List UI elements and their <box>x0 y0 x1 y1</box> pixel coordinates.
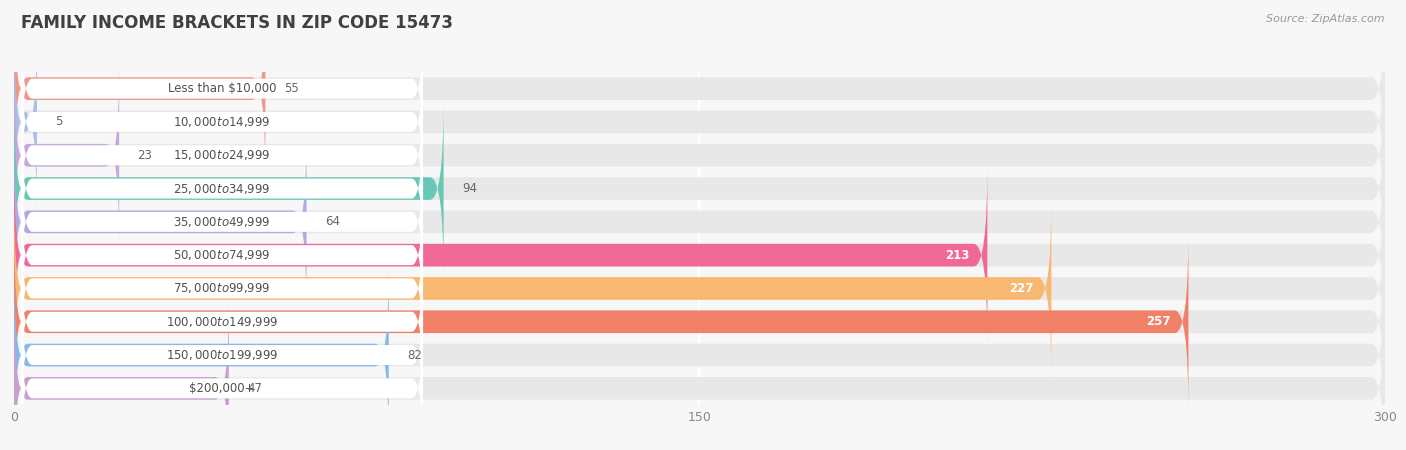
FancyBboxPatch shape <box>21 182 423 328</box>
Text: $75,000 to $99,999: $75,000 to $99,999 <box>173 281 271 296</box>
FancyBboxPatch shape <box>21 115 423 262</box>
Text: $150,000 to $199,999: $150,000 to $199,999 <box>166 348 278 362</box>
Text: $200,000+: $200,000+ <box>190 382 254 395</box>
FancyBboxPatch shape <box>14 67 1385 244</box>
Text: 64: 64 <box>325 216 340 228</box>
FancyBboxPatch shape <box>14 33 37 211</box>
Text: 94: 94 <box>463 182 477 195</box>
Text: $35,000 to $49,999: $35,000 to $49,999 <box>173 215 271 229</box>
Text: FAMILY INCOME BRACKETS IN ZIP CODE 15473: FAMILY INCOME BRACKETS IN ZIP CODE 15473 <box>21 14 453 32</box>
FancyBboxPatch shape <box>14 233 1385 410</box>
FancyBboxPatch shape <box>14 200 1385 377</box>
FancyBboxPatch shape <box>14 133 307 310</box>
FancyBboxPatch shape <box>14 100 1385 277</box>
FancyBboxPatch shape <box>21 148 423 295</box>
Text: 213: 213 <box>945 249 969 261</box>
Text: $100,000 to $149,999: $100,000 to $149,999 <box>166 315 278 329</box>
Text: Less than $10,000: Less than $10,000 <box>167 82 276 95</box>
Text: 227: 227 <box>1008 282 1033 295</box>
FancyBboxPatch shape <box>21 315 423 450</box>
FancyBboxPatch shape <box>14 166 1385 344</box>
Text: 5: 5 <box>55 116 62 128</box>
FancyBboxPatch shape <box>14 100 444 277</box>
FancyBboxPatch shape <box>14 300 229 450</box>
Text: 82: 82 <box>408 349 422 361</box>
FancyBboxPatch shape <box>14 200 1052 377</box>
Text: Source: ZipAtlas.com: Source: ZipAtlas.com <box>1267 14 1385 23</box>
FancyBboxPatch shape <box>14 266 389 444</box>
Text: $10,000 to $14,999: $10,000 to $14,999 <box>173 115 271 129</box>
Text: 257: 257 <box>1146 315 1170 328</box>
FancyBboxPatch shape <box>14 67 120 244</box>
FancyBboxPatch shape <box>14 33 1385 211</box>
Text: $15,000 to $24,999: $15,000 to $24,999 <box>173 148 271 162</box>
Text: $25,000 to $34,999: $25,000 to $34,999 <box>173 181 271 196</box>
Text: 47: 47 <box>247 382 262 395</box>
FancyBboxPatch shape <box>21 248 423 395</box>
FancyBboxPatch shape <box>14 233 1188 410</box>
FancyBboxPatch shape <box>14 133 1385 310</box>
FancyBboxPatch shape <box>14 0 266 177</box>
Text: 55: 55 <box>284 82 298 95</box>
FancyBboxPatch shape <box>14 166 987 344</box>
FancyBboxPatch shape <box>14 300 1385 450</box>
FancyBboxPatch shape <box>21 282 423 428</box>
Text: 23: 23 <box>138 149 152 162</box>
FancyBboxPatch shape <box>21 49 423 195</box>
FancyBboxPatch shape <box>21 15 423 162</box>
FancyBboxPatch shape <box>14 266 1385 444</box>
FancyBboxPatch shape <box>21 82 423 229</box>
FancyBboxPatch shape <box>21 215 423 362</box>
FancyBboxPatch shape <box>14 0 1385 177</box>
Text: $50,000 to $74,999: $50,000 to $74,999 <box>173 248 271 262</box>
